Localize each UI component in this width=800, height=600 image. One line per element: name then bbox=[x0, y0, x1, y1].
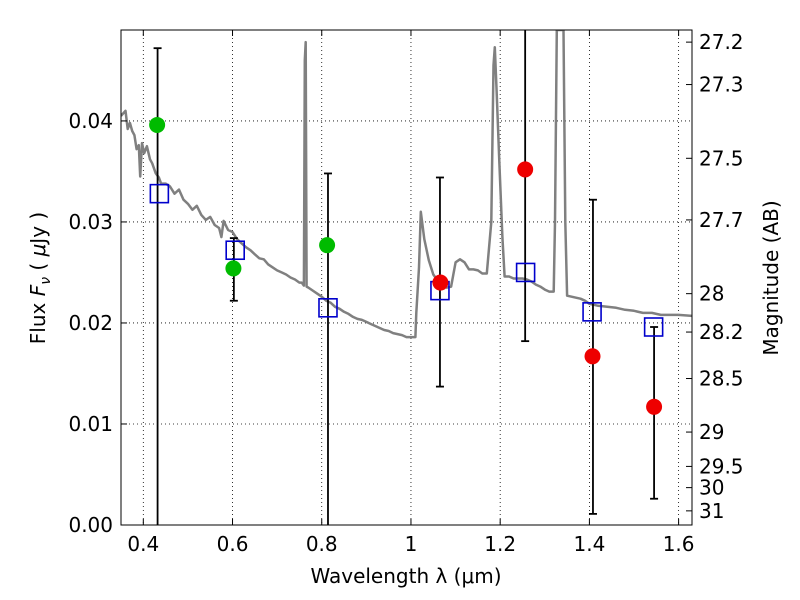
model-photometry-point bbox=[515, 262, 536, 283]
magnitude-tick-label: 28.2 bbox=[699, 320, 744, 344]
observed-flux-dots bbox=[149, 116, 663, 415]
y-axis-label: Flux Fν ( μJy ) bbox=[26, 212, 54, 344]
y-tick-label: 0.04 bbox=[68, 109, 113, 133]
magnitude-tick-label: 29 bbox=[699, 420, 724, 444]
red-flux-point bbox=[646, 398, 663, 415]
magnitude-tick-label: 30 bbox=[699, 476, 724, 500]
y-axis-ticks: 0.00 0.01 0.02 0.03 0.04 bbox=[68, 109, 127, 537]
magnitude-tick-label: 28.5 bbox=[699, 367, 744, 391]
x-tick-label: 1.4 bbox=[573, 532, 605, 556]
red-flux-point bbox=[584, 348, 601, 365]
x-axis-label: Wavelength λ (μm) bbox=[310, 564, 501, 588]
red-flux-point bbox=[432, 274, 449, 291]
x-tick-label: 0.4 bbox=[127, 532, 159, 556]
y-tick-label: 0.03 bbox=[68, 210, 113, 234]
error-bars bbox=[153, 30, 659, 525]
magnitude-tick-label: 29.5 bbox=[699, 454, 744, 478]
red-flux-point bbox=[517, 161, 534, 178]
x-tick-label: 1.2 bbox=[484, 532, 516, 556]
model-spectrum-line bbox=[121, 30, 692, 339]
y-tick-label: 0.00 bbox=[68, 513, 113, 537]
model-photometry-squares bbox=[149, 183, 664, 337]
model-photometry-point bbox=[225, 240, 245, 261]
model-photometry-point bbox=[149, 183, 170, 204]
model-photometry-point bbox=[318, 298, 338, 318]
magnitude-axis-label: Magnitude (AB) bbox=[759, 200, 783, 355]
green-flux-point bbox=[319, 237, 336, 254]
model-photometry-point bbox=[643, 317, 664, 337]
x-tick-label: 1.6 bbox=[663, 532, 695, 556]
x-tick-label: 0.6 bbox=[217, 532, 249, 556]
green-flux-point bbox=[149, 116, 166, 133]
x-axis-ticks: 0.4 0.6 0.8 1 1.2 1.4 1.6 bbox=[127, 30, 695, 556]
magnitude-tick-label: 27.3 bbox=[699, 73, 744, 97]
magnitude-tick-label: 28 bbox=[699, 282, 724, 306]
magnitude-tick-label: 27.7 bbox=[699, 208, 744, 232]
x-tick-label: 1 bbox=[405, 532, 418, 556]
y-tick-label: 0.01 bbox=[68, 412, 113, 436]
model-spectrum-layer bbox=[121, 30, 692, 339]
plot-frame bbox=[120, 29, 693, 526]
grid bbox=[121, 30, 692, 526]
y-tick-label: 0.02 bbox=[68, 311, 113, 335]
green-flux-point bbox=[225, 260, 242, 277]
magnitude-tick-label: 31 bbox=[699, 499, 724, 523]
magnitude-tick-label: 27.5 bbox=[699, 146, 744, 170]
magnitude-tick-label: 27.2 bbox=[699, 30, 744, 54]
model-photometry-point bbox=[582, 302, 602, 322]
x-tick-label: 0.8 bbox=[306, 532, 338, 556]
